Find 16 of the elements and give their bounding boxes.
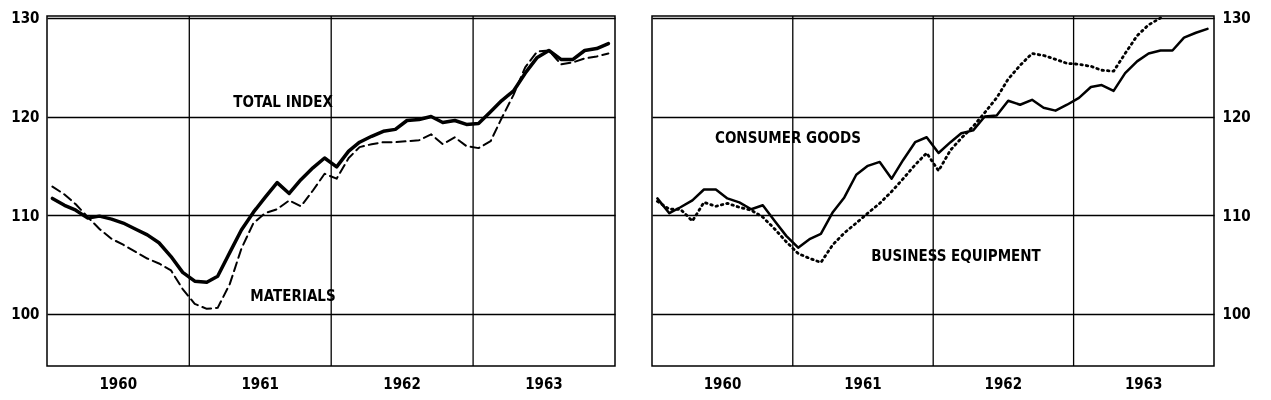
y-tick-label: 100 xyxy=(1222,305,1251,324)
y-tick-label: 110 xyxy=(11,206,40,225)
x-tick-label: 1961 xyxy=(844,374,882,393)
y-tick-label: 100 xyxy=(11,305,40,324)
y-tick-label: 130 xyxy=(1222,9,1251,28)
x-tick-label: 1963 xyxy=(525,374,563,393)
y-tick-label: 130 xyxy=(11,9,40,28)
y-tick-label: 110 xyxy=(1222,206,1251,225)
x-tick-label: 1960 xyxy=(703,374,742,393)
y-tick-label: 120 xyxy=(1222,108,1251,127)
x-tick-label: 1963 xyxy=(1124,374,1163,393)
x-tick-label: 1962 xyxy=(984,374,1023,393)
x-tick-label: 1962 xyxy=(383,374,421,393)
y-tick-label: 120 xyxy=(11,108,40,127)
x-tick-label: 1960 xyxy=(99,374,138,393)
x-tick-label: 1961 xyxy=(241,374,279,393)
